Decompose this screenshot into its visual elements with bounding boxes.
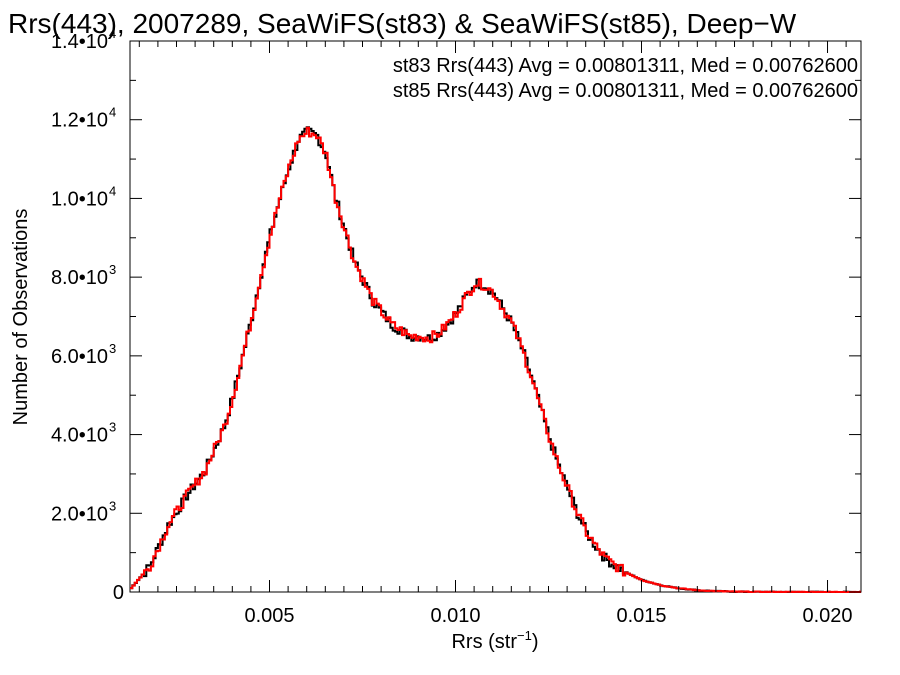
y-tick-label-exponent: 3 (109, 498, 116, 513)
y-tick-label: 1.0•10 (51, 188, 108, 210)
chart-title: Rrs(443), 2007289, SeaWiFS(st83) & SeaWi… (8, 8, 797, 39)
y-tick-label-exponent: 3 (109, 262, 116, 277)
x-tick-label: 0.015 (616, 605, 666, 627)
y-tick-label-exponent: 4 (109, 105, 116, 120)
x-tick-label: 0.010 (430, 605, 480, 627)
legend-annotation-st85: st85 Rrs(443) Avg = 0.00801311, Med = 0.… (393, 80, 858, 102)
series-line-st85 (130, 126, 862, 593)
y-tick-label: 8.0•10 (51, 267, 108, 289)
y-tick-label: 1.4•10 (51, 31, 108, 53)
y-tick-label: 0 (113, 582, 124, 604)
x-axis-ticks: 0.005 0.010 0.015 0.020 (138, 41, 853, 627)
x-axis-label: Rrs (str−1) (451, 628, 538, 653)
legend-annotation-st83: st83 Rrs(443) Avg = 0.00801311, Med = 0.… (393, 55, 858, 77)
x-tick-label: 0.020 (802, 605, 852, 627)
y-tick-label-exponent: 3 (109, 420, 116, 435)
x-tick-label: 0.005 (244, 605, 294, 627)
y-tick-label: 6.0•10 (51, 346, 108, 368)
series-line-st83 (130, 126, 861, 593)
y-tick-label-exponent: 4 (109, 183, 116, 198)
plot-frame (129, 40, 862, 593)
y-tick-label: 1.2•10 (51, 110, 108, 132)
y-tick-label: 4.0•10 (51, 425, 108, 447)
y-axis-label: Number of Observations (10, 209, 32, 426)
y-tick-label-exponent: 4 (109, 26, 116, 41)
axes-frame (129, 40, 862, 593)
series-layer (130, 126, 862, 593)
y-tick-label-exponent: 3 (109, 341, 116, 356)
legend: st83 Rrs(443) Avg = 0.00801311, Med = 0.… (393, 55, 858, 102)
y-axis-ticks: 02.0•10 34.0•10 36.0•10 38.0•10 31.0•10 41.2•… (51, 26, 861, 604)
y-tick-label: 2.0•10 (51, 503, 108, 525)
